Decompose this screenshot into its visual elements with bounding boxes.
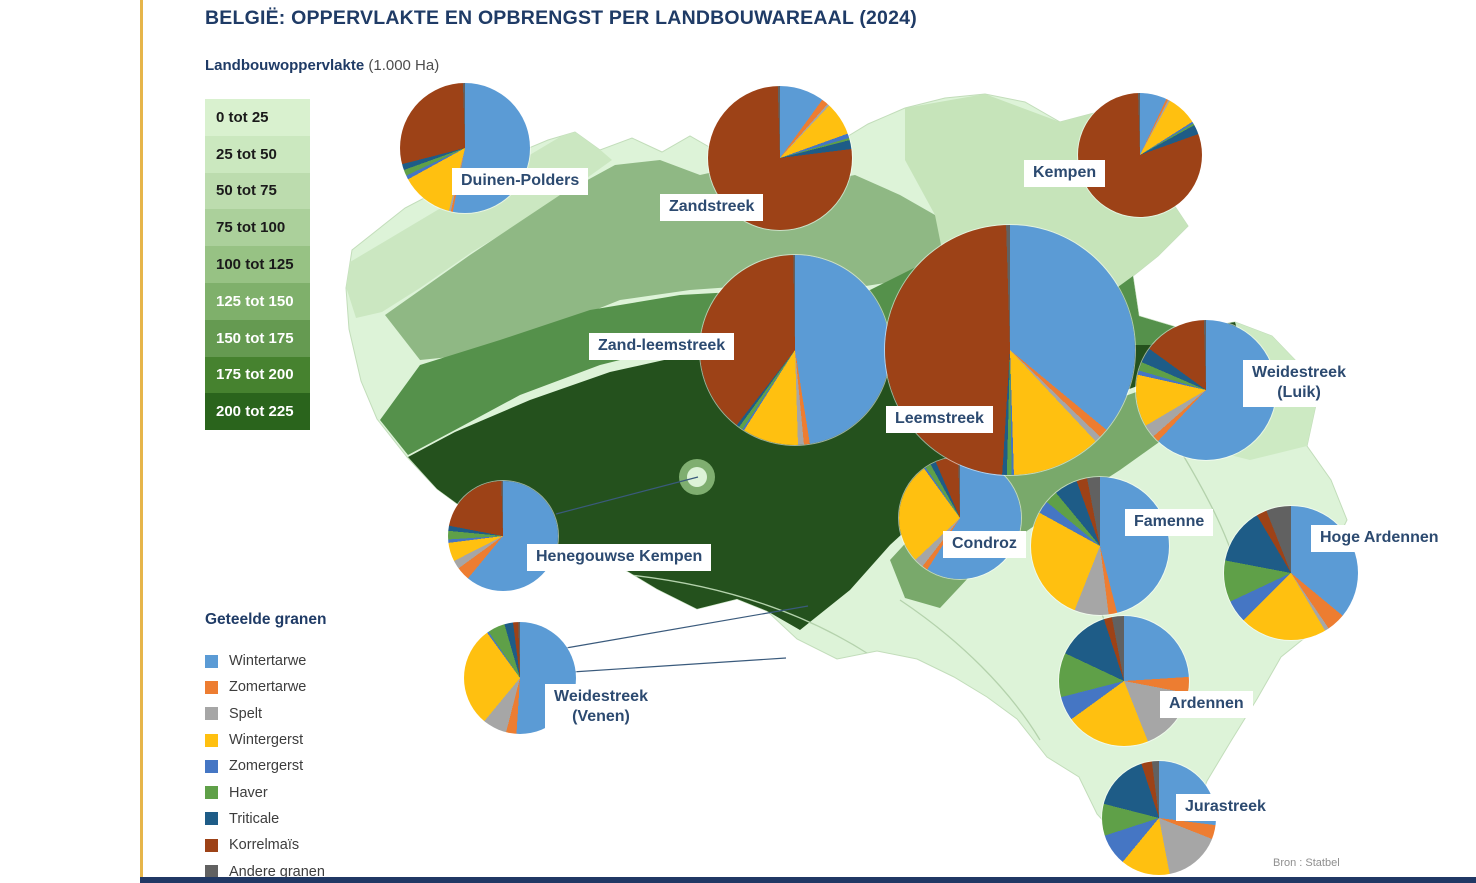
map-enclave [687, 467, 707, 487]
crop-swatch-icon [205, 812, 218, 826]
area-legend-title-unit: (1.000 Ha) [368, 57, 440, 74]
area-legend-class: 25 tot 50 [205, 135, 310, 173]
area-legend-class: 175 tot 200 [205, 356, 310, 394]
crop-legend-item: Zomertarwe [205, 674, 325, 700]
region-label-line: Condroz [952, 535, 1017, 552]
crop-label: Triticale [229, 810, 280, 827]
area-legend-class: 125 tot 150 [205, 282, 310, 320]
pie-kempen [1078, 93, 1202, 217]
area-legend-class: 150 tot 175 [205, 319, 310, 357]
pie-ardennen [1059, 616, 1189, 746]
crop-legend: Wintertarwe Zomertarwe Spelt Wintergerst Zom… [205, 648, 325, 883]
crop-legend-item: Spelt [205, 701, 325, 727]
region-label-henegouwse-kempen: Henegouwse Kempen [527, 544, 712, 571]
region-label-zandstreek: Zandstreek [660, 194, 764, 221]
area-legend-class: 0 tot 25 [205, 99, 310, 136]
region-label-line: Leemstreek [895, 410, 984, 427]
region-label-line: Ardennen [1169, 695, 1244, 712]
leader-lines [555, 476, 809, 673]
crop-legend-item: Wintergerst [205, 727, 325, 753]
area-legend-class: 50 tot 75 [205, 172, 310, 210]
pie-famenne [1031, 477, 1169, 615]
region-label-line: Weidestreek [1252, 364, 1346, 381]
crop-label: Andere granen [229, 863, 325, 880]
region-label-leemstreek: Leemstreek [886, 406, 993, 433]
crop-swatch-icon [205, 759, 218, 773]
region-label-condroz: Condroz [943, 531, 1026, 558]
crop-label: Korrelmaïs [229, 837, 300, 854]
crop-legend-item: Triticale [205, 806, 325, 832]
map-outline [345, 93, 1348, 862]
crop-swatch-icon [205, 733, 218, 747]
region-label-duinen-polders: Duinen-Polders [452, 168, 589, 195]
region-label-line: Hoge Ardennen [1320, 529, 1439, 546]
region-label-line: Kempen [1033, 164, 1097, 181]
crop-legend-item: Korrelmaïs [205, 832, 325, 858]
region-label-kempen: Kempen [1024, 160, 1106, 187]
region-label-zand-leemstreek: Zand-leemstreek [589, 333, 735, 360]
crop-label: Spelt [229, 705, 263, 722]
region-label-famenne: Famenne [1125, 509, 1214, 536]
source-credit: Bron : Statbel [1273, 857, 1340, 869]
region-label-line: Henegouwse Kempen [536, 548, 703, 565]
crop-legend-item: Haver [205, 779, 325, 805]
region-label-line: (Luik) [1277, 384, 1321, 401]
pie-henegouwse-kempen [448, 481, 558, 591]
crop-legend-title: Geteelde granen [205, 611, 327, 628]
area-legend-class: 200 tot 225 [205, 393, 310, 431]
region-label-line: (Venen) [572, 708, 630, 725]
region-label-line: Zand-leemstreek [598, 337, 726, 354]
region-label-weidestreek-venen: Weidestreek (Venen) [545, 684, 657, 731]
crop-swatch-icon [205, 707, 218, 721]
map-enclave-ring [679, 459, 715, 495]
region-label-line: Duinen-Polders [461, 172, 580, 189]
crop-label: Haver [229, 784, 268, 801]
crop-legend-item: Andere granen [205, 858, 325, 883]
area-legend-title-bold: Landbouwoppervlakte [205, 57, 365, 74]
crop-label: Wintertarwe [229, 653, 307, 670]
crop-legend-item: Zomergerst [205, 753, 325, 779]
crop-swatch-icon [205, 838, 218, 852]
region-label-weidestreek-luik: Weidestreek (Luik) [1243, 360, 1355, 407]
crop-swatch-icon [205, 680, 218, 694]
pie-leemstreek [885, 225, 1135, 475]
page-title: BELGIË: OPPERVLAKTE EN OPBRENGST PER LAN… [205, 7, 917, 29]
region-label-line: Weidestreek [554, 688, 648, 705]
region-label-hoge-ardennen: Hoge Ardennen [1311, 525, 1448, 552]
area-legend-title: Landbouwoppervlakte (1.000 Ha) [205, 57, 439, 74]
region-label-line: Zandstreek [669, 198, 755, 215]
crop-label: Zomergerst [229, 758, 304, 775]
area-legend: 0 tot 25 25 tot 50 50 tot 75 75 tot 100 100 … [205, 99, 310, 431]
crop-legend-item: Wintertarwe [205, 648, 325, 674]
crop-label: Wintergerst [229, 732, 304, 749]
pie-condroz [899, 457, 1021, 579]
region-label-ardennen: Ardennen [1160, 691, 1253, 718]
bottom-accent-bar [140, 877, 1476, 883]
crop-label: Zomertarwe [229, 679, 307, 696]
crop-swatch-icon [205, 786, 218, 800]
region-label-line: Jurastreek [1185, 798, 1266, 815]
region-label-line: Famenne [1134, 513, 1205, 530]
region-label-jurastreek: Jurastreek [1176, 794, 1275, 821]
area-legend-class: 100 tot 125 [205, 246, 310, 283]
area-legend-class: 75 tot 100 [205, 209, 310, 247]
crop-swatch-icon [205, 654, 218, 668]
left-accent-line [140, 0, 143, 877]
crop-swatch-icon [205, 865, 218, 879]
